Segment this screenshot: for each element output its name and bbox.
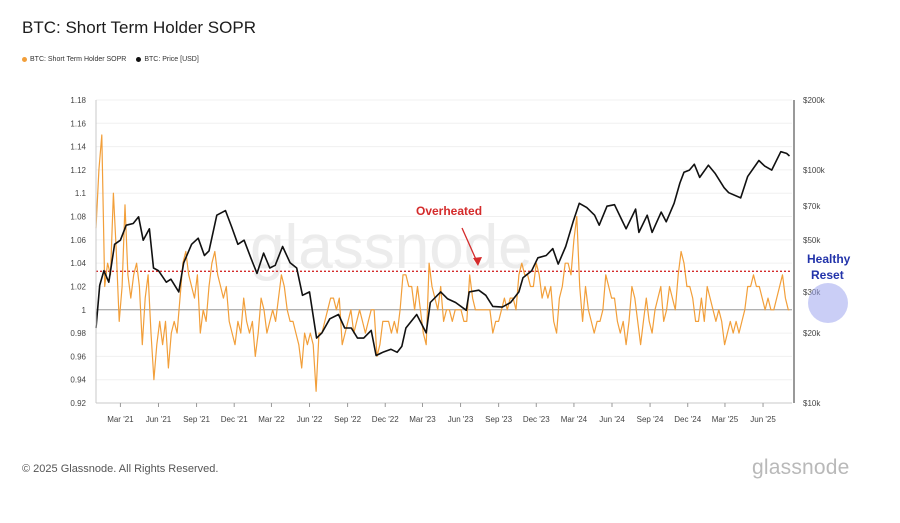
left-tick-label: 1.12 (70, 166, 86, 175)
right-tick-label: $70k (803, 202, 821, 211)
price-line (95, 150, 791, 357)
chart-title: BTC: Short Term Holder SOPR (22, 18, 256, 37)
healthy-reset-highlight (808, 283, 848, 323)
x-tick-label: Mar '23 (409, 415, 436, 424)
x-tick-label: Jun '25 (750, 415, 776, 424)
annotation-healthy: Healthy (807, 252, 851, 266)
legend: BTC: Short Term Holder SOPR BTC: Price [… (22, 56, 199, 63)
x-tick-label: Mar '22 (258, 415, 285, 424)
x-tick-label: Sep '23 (485, 415, 512, 424)
right-tick-label: $50k (803, 236, 821, 245)
left-tick-label: 1.04 (70, 259, 86, 268)
price-series (95, 150, 791, 357)
sopr-series (95, 134, 790, 392)
left-tick-label: 1.18 (70, 96, 86, 105)
left-tick-label: 0.98 (70, 329, 86, 338)
glassnode-logo: glassnode (752, 456, 850, 479)
right-tick-label: $20k (803, 329, 821, 338)
x-tick-label: Jun '23 (448, 415, 474, 424)
x-tick-label: Dec '24 (674, 415, 701, 424)
annotation-reset: Reset (811, 268, 844, 282)
reference-lines (96, 270, 792, 311)
x-tick-label: Dec '22 (372, 415, 399, 424)
left-tick-label: 1.14 (70, 143, 86, 152)
x-axis-ticks: Mar '21 Jun '21 Sep '21 Dec '21 Mar '22 Jun '… (107, 403, 776, 424)
annotation-overheated: Overheated (416, 204, 482, 218)
overheated-arrow-head (473, 257, 482, 266)
right-tick-label: $100k (803, 166, 826, 175)
left-tick-label: 1.02 (70, 282, 86, 291)
x-tick-label: Sep '21 (183, 415, 210, 424)
x-tick-label: Dec '23 (523, 415, 550, 424)
x-tick-label: Sep '22 (334, 415, 361, 424)
x-tick-label: Jun '24 (599, 415, 625, 424)
left-axis-ticks: 0.92 0.94 0.96 0.98 1 1.02 1.04 1.06 1.08 1.1 1.12… (70, 96, 86, 408)
x-tick-label: Mar '24 (561, 415, 588, 424)
x-tick-label: Mar '25 (712, 415, 739, 424)
left-tick-label: 1.08 (70, 213, 86, 222)
left-tick-label: 1.06 (70, 236, 86, 245)
x-tick-label: Jun '21 (146, 415, 172, 424)
sopr-line (95, 134, 790, 392)
left-tick-label: 1 (82, 306, 87, 315)
x-tick-label: Sep '24 (637, 415, 664, 424)
legend-label-sopr: BTC: Short Term Holder SOPR (30, 56, 127, 63)
axes (95, 100, 795, 404)
left-tick-label: 0.92 (70, 399, 86, 408)
right-tick-label: $200k (803, 96, 826, 105)
legend-swatch-price (136, 57, 142, 62)
left-tick-label: 1.1 (75, 189, 87, 198)
legend-item-sopr[interactable]: BTC: Short Term Holder SOPR (22, 56, 126, 63)
x-tick-label: Dec '21 (221, 415, 248, 424)
annotations: Overheated Healthy Reset (416, 204, 851, 323)
x-tick-label: Mar '21 (107, 415, 134, 424)
left-tick-label: 1.16 (70, 119, 86, 128)
left-tick-label: 0.96 (70, 352, 86, 361)
x-tick-label: Jun '22 (297, 415, 323, 424)
copyright-text: © 2025 Glassnode. All Rights Reserved. (22, 463, 219, 475)
left-tick-label: 0.94 (70, 376, 86, 385)
legend-swatch-sopr (22, 57, 27, 62)
legend-item-price[interactable]: BTC: Price [USD] (136, 56, 199, 63)
right-tick-label: $10k (803, 399, 821, 408)
legend-label-price: BTC: Price [USD] (144, 56, 199, 63)
